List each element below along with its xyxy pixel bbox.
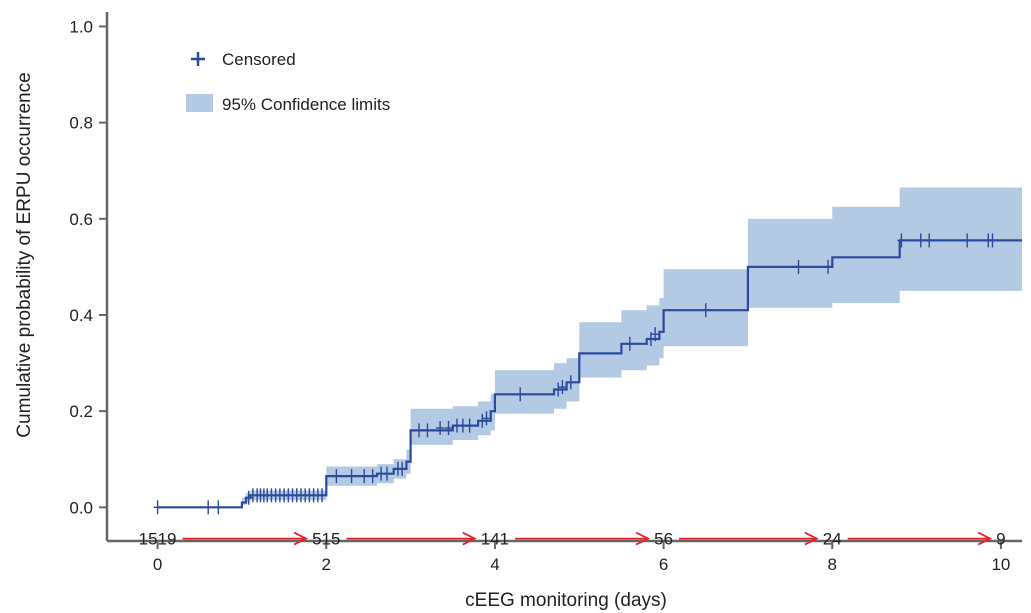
censored-marker <box>554 382 563 397</box>
y-axis-title: Cumulative probability of ERPU occurrenc… <box>14 72 35 437</box>
censored-marker <box>415 423 424 438</box>
x-tick-label: 2 <box>322 555 331 574</box>
censored-marker <box>916 233 925 248</box>
censored-marker <box>824 259 833 274</box>
censored-marker <box>360 469 369 484</box>
censored-marker <box>646 332 655 347</box>
censored-marker <box>368 469 377 484</box>
cumulative-incidence-curve <box>157 239 1022 509</box>
censored-marker <box>347 469 356 484</box>
censored-marker <box>482 411 491 426</box>
legend: Censored 95% Confidence limits <box>186 50 390 114</box>
censored-marker <box>925 233 934 248</box>
censored-marker <box>478 413 487 428</box>
number-at-risk-label: 56 <box>654 530 673 549</box>
censored-marker <box>204 500 213 515</box>
legend-censored-label: Censored <box>222 50 296 69</box>
censored-markers-layer <box>153 233 997 515</box>
y-tick-label: 1.0 <box>69 17 93 36</box>
censored-marker <box>465 418 474 433</box>
x-tick-label: 8 <box>828 555 837 574</box>
number-at-risk-label: 141 <box>481 530 509 549</box>
censored-marker <box>153 500 162 515</box>
censored-marker <box>988 233 997 248</box>
censored-marker <box>566 375 575 390</box>
number-at-risk-label: 9 <box>996 530 1005 549</box>
x-axis-title: cEEG monitoring (days) <box>465 590 667 611</box>
censored-marker <box>701 303 710 318</box>
x-tick-label: 6 <box>659 555 668 574</box>
risk-arrow <box>182 531 309 546</box>
censored-marker <box>214 500 223 515</box>
axes-layer: 0.00.20.40.60.81.00 2 4 6 8 10 <box>69 12 1022 574</box>
risk-arrow <box>847 531 993 546</box>
x-tick-label: 4 <box>490 555 499 574</box>
legend-band-swatch <box>186 94 213 112</box>
x-tick-label: 10 <box>991 555 1010 574</box>
risk-arrow <box>515 531 651 546</box>
censored-marker <box>794 259 803 274</box>
censored-marker <box>332 469 341 484</box>
censored-marker <box>516 387 525 402</box>
number-at-risk-layer: 1519 515 141 56 24 9 <box>139 530 1006 549</box>
y-tick-label: 0.8 <box>69 114 93 133</box>
curve-layer <box>157 239 1022 509</box>
censored-marker <box>558 380 567 395</box>
y-tick-label: 0.6 <box>69 210 93 229</box>
number-at-risk-label: 515 <box>312 530 340 549</box>
censored-marker <box>444 420 453 435</box>
confidence-band <box>157 187 1023 508</box>
y-tick-label: 0.2 <box>69 402 93 421</box>
y-tick-label: 0.4 <box>69 306 93 325</box>
number-at-risk-label: 1519 <box>139 530 177 549</box>
legend-band-label: 95% Confidence limits <box>222 95 390 114</box>
x-tick-label: 0 <box>153 555 162 574</box>
censored-marker <box>244 490 253 505</box>
risk-arrow <box>679 531 819 546</box>
censored-marker <box>423 423 432 438</box>
censored-marker <box>651 327 660 342</box>
censored-marker <box>398 461 407 476</box>
censored-marker <box>897 233 906 248</box>
censored-marker <box>625 336 634 351</box>
censored-marker <box>318 488 327 503</box>
censored-marker <box>436 420 445 435</box>
y-tick-label: 0.0 <box>69 498 93 517</box>
legend-censored-marker <box>191 52 205 66</box>
risk-arrow <box>346 531 477 546</box>
number-at-risk-label: 24 <box>823 530 842 549</box>
confidence-band-layer <box>157 187 1023 508</box>
censored-marker <box>458 418 467 433</box>
censored-marker <box>963 233 972 248</box>
censored-marker <box>382 466 391 481</box>
